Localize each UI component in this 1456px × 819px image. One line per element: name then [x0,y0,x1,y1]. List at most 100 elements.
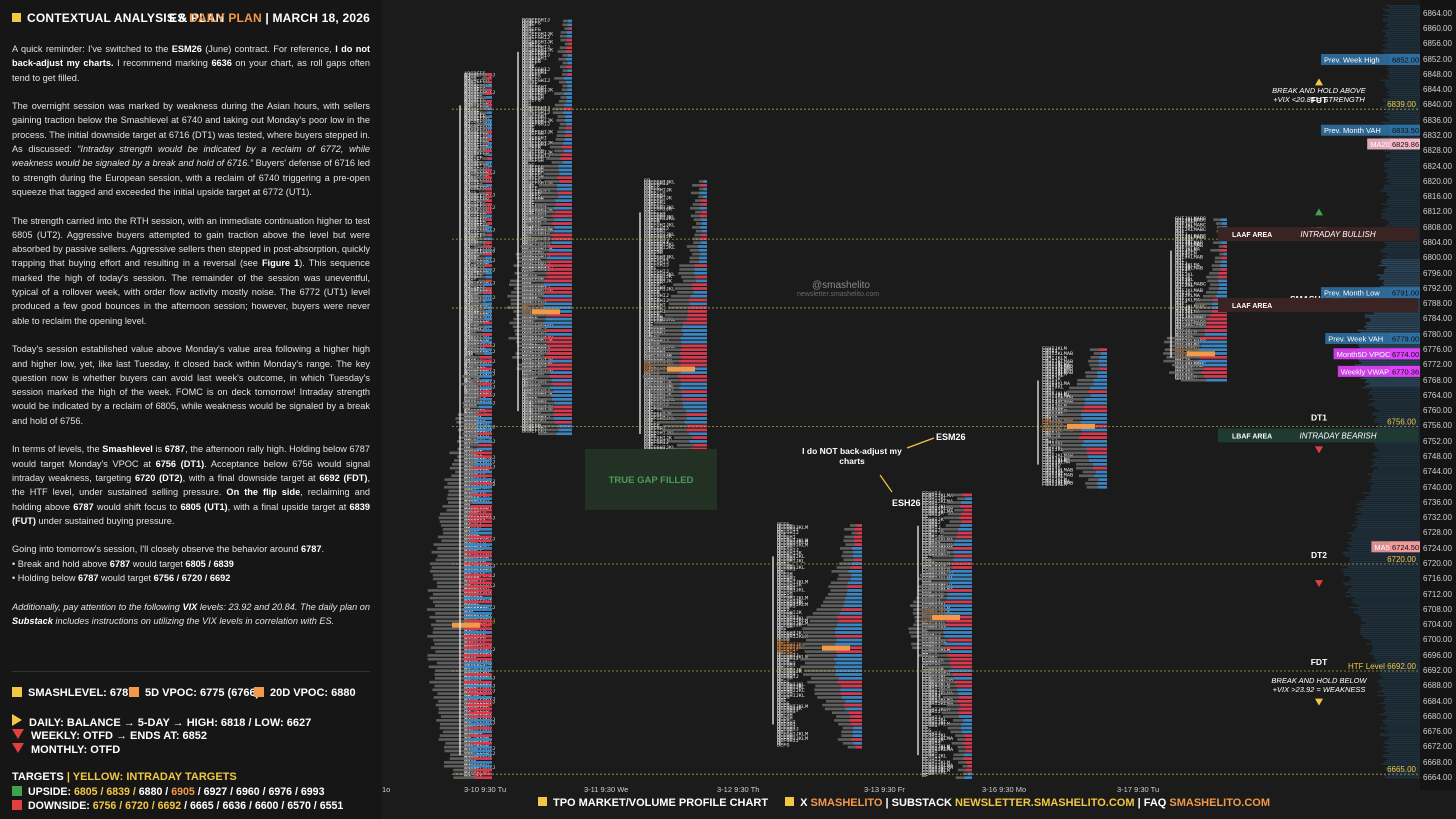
volume-bar [692,252,707,256]
bg-volume-bar [1368,480,1420,483]
ref-badge-value-bg [1390,54,1420,66]
volume-bar [435,619,492,623]
tpo-row: ABC [464,344,473,350]
bg-volume-bar [1385,710,1420,712]
tpo-row: CDEFGH [644,250,663,256]
x-link[interactable]: SMASHELITO [810,797,883,809]
volume-bar [515,313,572,317]
tpo-row: DEFG [777,637,789,643]
bg-volume-bar [1373,406,1420,408]
volume-bar-delta [851,738,862,741]
tpo-row: EFGHI [922,690,938,696]
tpo-row: GHI [1175,294,1184,300]
volume-bar [825,699,862,703]
volume-bar-delta [486,210,492,214]
volume-bar-delta [470,531,492,535]
triangle-down-icon [1315,580,1323,588]
target-value: 6880 [138,786,163,798]
volume-bar [562,84,572,88]
volume-bar-delta [554,409,572,413]
target-value: 6976 [268,786,293,798]
ref-badge [1333,348,1390,360]
tpo-row: EFGHIJKLM [922,707,950,713]
volume-bar [432,592,492,596]
tpo-row: CDEFGH [644,306,663,312]
volume-bar-delta [953,677,972,680]
tpo-row: EFGHIJKLMA [922,506,954,512]
axis-tick: 6776.00 [1423,344,1452,354]
volume-bar [1218,245,1227,248]
volume-bar [561,73,572,76]
tpo-row: EFGHIJ [922,491,941,497]
volume-bar [510,302,572,306]
volume-bar-delta [566,122,572,126]
bg-volume-bar [1387,725,1420,727]
volume-bar [562,23,572,27]
bg-volume-bar [1373,469,1420,471]
volume-bar-delta [958,707,972,711]
volume-bar-delta [553,417,572,420]
volume-bar [912,612,972,615]
volume-bar [515,333,572,336]
volume-bar-delta [561,153,572,157]
volume-bar-delta [487,77,492,80]
volume-bar [1214,256,1227,260]
volume-bar-delta [556,432,572,436]
volume-bar-delta [1199,356,1227,359]
tpo-row: GHIJ [1175,280,1187,286]
volume-bar [541,164,572,168]
volume-bar-delta [835,627,862,630]
bg-volume-bar [1382,8,1420,11]
volume-bar [475,176,492,179]
tpo-row: BCDEFGH [522,196,544,202]
tpo-row: AB [464,76,470,82]
bg-volume-bar [1358,509,1420,511]
volume-bar-delta [548,268,572,271]
volume-bar [673,283,707,286]
volume-bar-delta [1217,291,1227,294]
volume-bar [508,336,572,340]
volume-bar-delta [680,336,707,340]
volume-bar-delta [844,703,862,707]
volume-bar [1090,367,1107,371]
volume-bar [449,466,492,470]
bg-volume-bar [1375,444,1420,446]
bg-volume-bar [1360,631,1420,634]
tpo-row: CD [644,408,650,414]
tpo-row: ABCD [464,402,476,408]
bg-volume-bar [1375,408,1420,410]
tpo-row: ABCDEFG [464,285,486,291]
substack-link[interactable]: NEWSLETTER.SMASHELITO.COM [955,797,1135,809]
bg-volume-bar [1384,104,1420,106]
tpo-row: CDEFG [644,282,660,288]
tpo-row: CDEFGH [644,280,663,286]
volume-bar [653,333,707,336]
tpo-row: ABCDE [464,600,480,606]
volume-bar-delta [954,554,972,558]
target-value: 6692 [157,800,182,812]
volume-bar [803,673,862,676]
volume-bar [909,631,972,634]
volume-bar-delta [467,554,492,558]
tpo-row: FGHI [1042,429,1054,435]
tpo-row: ABCDEFG [464,216,486,222]
bg-volume-bar [1374,658,1420,660]
tpo-row: BCDEFGHI [522,417,547,423]
volume-bar [474,237,492,241]
tpo-row: BCDEFGHI [522,136,547,142]
tpo-row: ABCDE [464,754,480,760]
volume-bar [942,696,972,699]
tpo-row: BCDEFGHI [522,211,547,217]
tpo-row: GHIJKL [1175,277,1194,283]
volume-bar [930,558,972,562]
volume-bar-delta [701,210,707,214]
volume-bar-delta [486,275,492,279]
tpo-row: AB [464,189,470,195]
volume-bar [437,554,492,558]
tpo-row: ABCDE [464,117,480,123]
bg-volume-bar [1385,207,1420,209]
volume-bar-delta [486,84,492,88]
faq-link[interactable]: SMASHELITO.COM [1169,797,1271,809]
volume-bar [474,260,492,264]
volume-bar-delta [960,505,972,508]
